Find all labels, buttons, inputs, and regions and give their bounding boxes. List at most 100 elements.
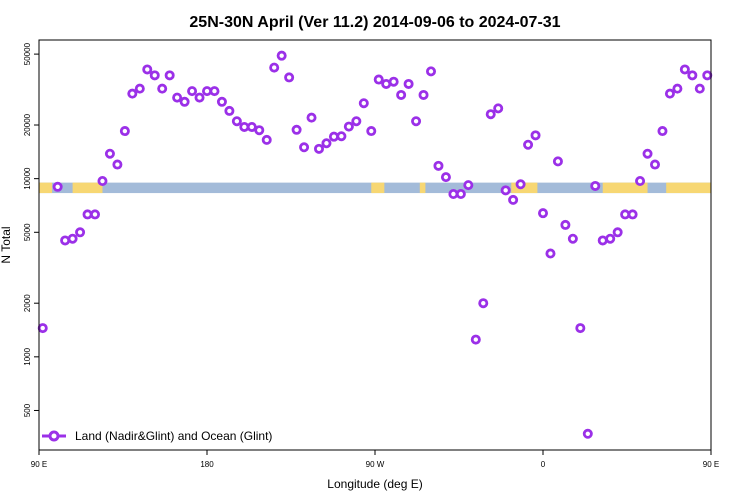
data-point [508, 194, 519, 205]
data-point [552, 156, 563, 167]
data-point [187, 86, 198, 97]
data-point [470, 334, 481, 345]
data-point [284, 72, 295, 83]
data-point [358, 98, 369, 109]
data-point [164, 70, 175, 81]
data-point [351, 116, 362, 127]
data-point [664, 88, 675, 99]
data-point [254, 125, 265, 136]
data-point [538, 208, 549, 219]
data-point [627, 209, 638, 220]
data-point [67, 233, 78, 244]
data-point [493, 103, 504, 114]
data-point [246, 121, 257, 132]
data-point [650, 159, 661, 170]
data-point [299, 142, 310, 153]
data-point [119, 126, 130, 137]
data-point [433, 160, 444, 171]
data-point [97, 176, 108, 187]
data-point [172, 92, 183, 103]
data-point [321, 138, 332, 149]
data-point [485, 109, 496, 120]
data-point [127, 88, 138, 99]
data-point [530, 130, 541, 141]
data-point [157, 83, 168, 94]
land-ocean-band [39, 182, 711, 194]
data-point [657, 126, 668, 137]
data-point [216, 96, 227, 107]
y-axis: 500 1000 2000 5000 10000 20000 50000 [23, 42, 39, 417]
data-point [90, 209, 101, 220]
data-point [291, 124, 302, 135]
data-point [687, 70, 698, 81]
data-point [642, 148, 653, 159]
x-tick-label: 180 [200, 460, 214, 469]
data-point [269, 62, 280, 73]
x-tick-label: 0 [541, 460, 546, 469]
x-axis-label: Longitude (deg E) [327, 477, 422, 491]
data-point [194, 92, 205, 103]
data-point [52, 181, 63, 192]
data-point [403, 78, 414, 89]
chart-title: 25N-30N April (Ver 11.2) 2014-09-06 to 2… [189, 14, 560, 31]
data-point [702, 70, 713, 81]
data-point [679, 64, 690, 75]
y-axis-label: N Total [0, 226, 13, 263]
data-point [582, 428, 593, 439]
land-segment [666, 182, 711, 194]
data-point [455, 189, 466, 200]
data-point [425, 66, 436, 77]
legend-marker [48, 430, 60, 442]
data-point [149, 70, 160, 81]
data-point [261, 134, 272, 145]
data-point [336, 131, 347, 142]
data-point [231, 116, 242, 127]
land-segment [419, 182, 426, 194]
x-tick-label: 90 E [703, 460, 719, 469]
y-tick-label: 2000 [23, 294, 32, 312]
y-tick-label: 10000 [23, 167, 32, 190]
y-tick-label: 500 [23, 403, 32, 417]
y-tick-label: 20000 [23, 113, 32, 136]
data-point [134, 83, 145, 94]
data-point [440, 172, 451, 183]
data-points [37, 50, 713, 439]
land-segment [72, 182, 103, 194]
data-point [418, 89, 429, 100]
x-tick-label: 90 E [31, 460, 47, 469]
y-tick-label: 50000 [23, 42, 32, 65]
data-point [567, 233, 578, 244]
data-point [612, 227, 623, 238]
legend-label: Land (Nadir&Glint) and Ocean (Glint) [75, 429, 272, 443]
data-point [60, 235, 71, 246]
data-point [590, 180, 601, 191]
data-point [500, 185, 511, 196]
data-point [313, 143, 324, 154]
data-point [575, 323, 586, 334]
land-segment [39, 182, 53, 194]
data-point [515, 179, 526, 190]
data-point [179, 96, 190, 107]
land-segment [602, 182, 648, 194]
data-point [104, 148, 115, 159]
plot-frame [38, 39, 712, 451]
data-point [463, 180, 474, 191]
x-axis: 90 E 180 90 W 0 90 E [31, 450, 719, 469]
data-point [388, 76, 399, 87]
data-point [373, 74, 384, 85]
data-point [560, 219, 571, 230]
data-point [224, 105, 235, 116]
data-point [343, 121, 354, 132]
data-point [75, 227, 86, 238]
data-point [396, 89, 407, 100]
data-point [209, 86, 220, 97]
data-point [142, 64, 153, 75]
x-tick-label: 90 W [366, 460, 385, 469]
data-point [545, 248, 556, 259]
y-tick-label: 1000 [23, 347, 32, 365]
data-point [366, 126, 377, 137]
data-point [411, 116, 422, 127]
data-point [523, 139, 534, 150]
land-segment [511, 182, 538, 194]
